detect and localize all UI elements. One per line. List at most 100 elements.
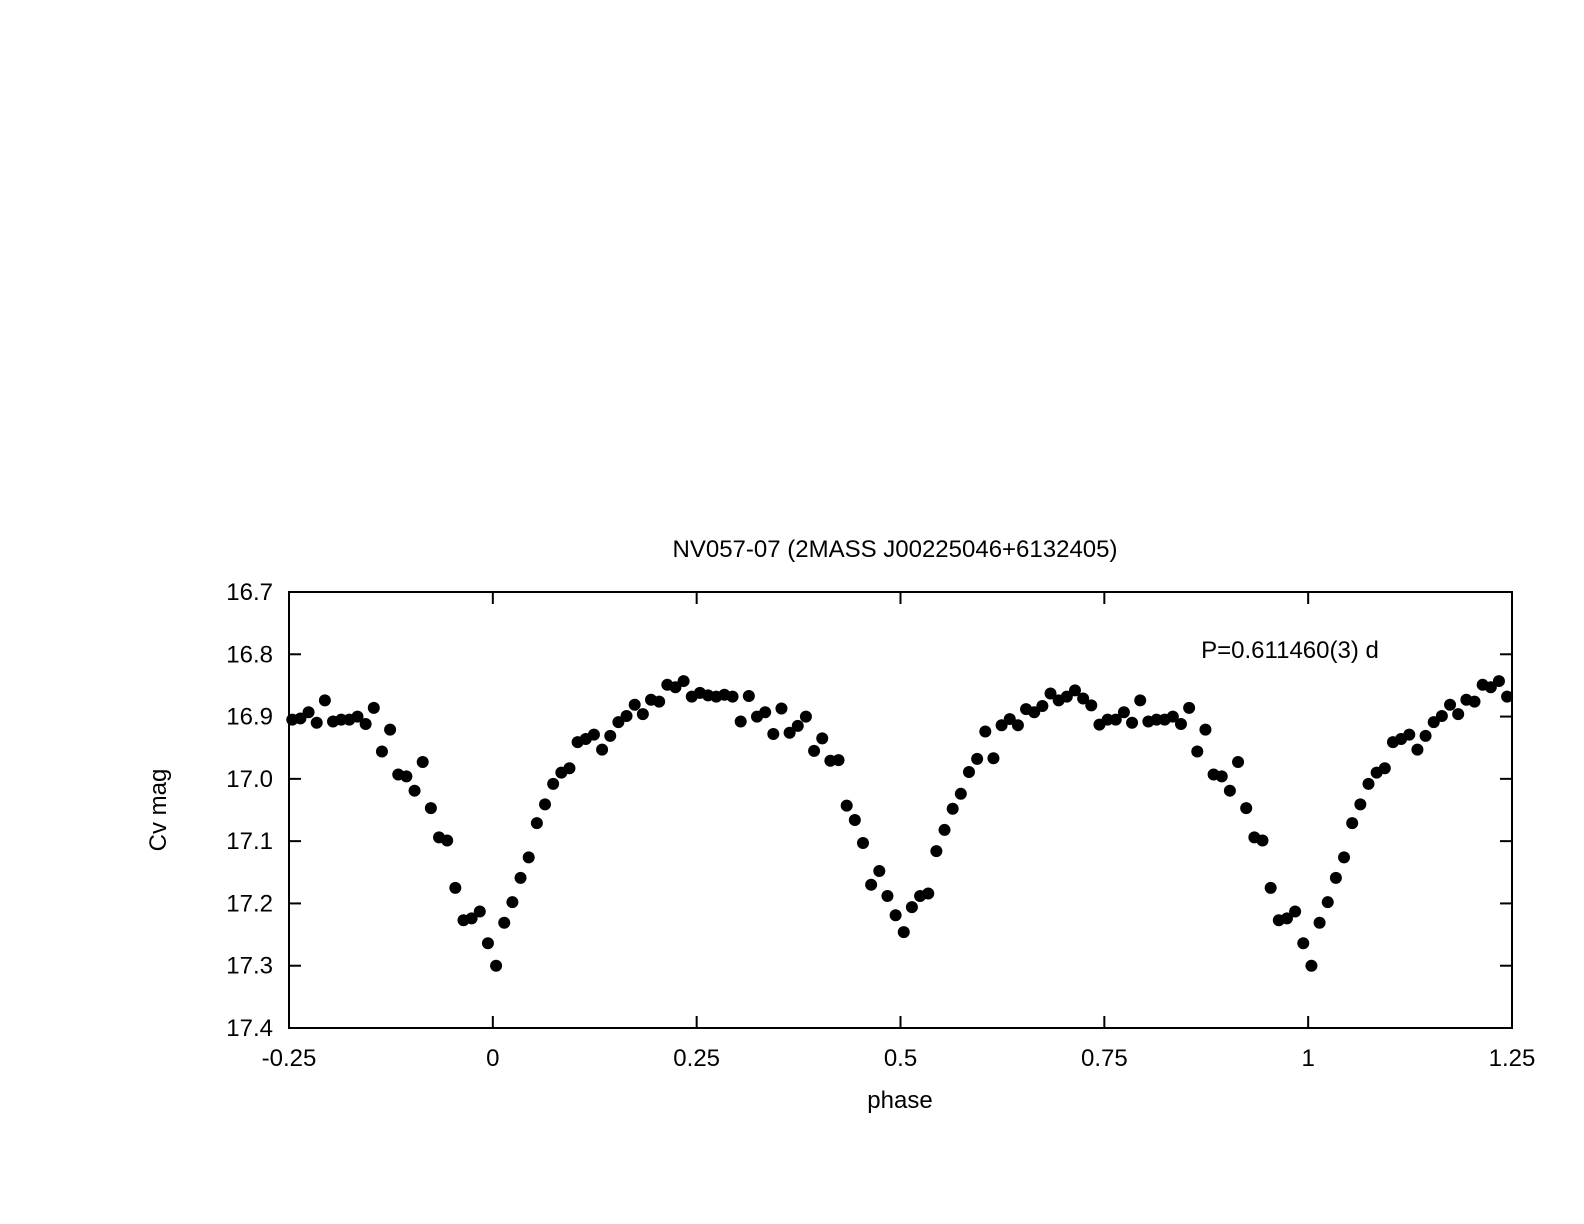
data-point — [367, 701, 380, 714]
data-point — [384, 723, 397, 736]
x-axis-title: phase — [867, 1087, 932, 1114]
data-point — [1435, 709, 1448, 722]
data-point — [1134, 694, 1147, 707]
data-point — [848, 813, 861, 826]
data-point — [1346, 817, 1359, 830]
data-point — [318, 694, 331, 707]
data-point — [653, 695, 666, 708]
y-tick-label: 17.3 — [226, 953, 273, 980]
data-point — [620, 709, 633, 722]
data-point — [465, 912, 478, 925]
data-point — [302, 706, 315, 719]
data-point — [1403, 728, 1416, 741]
data-point — [1011, 719, 1024, 732]
data-point — [1060, 690, 1073, 703]
data-point — [734, 715, 747, 728]
data-point — [1305, 959, 1318, 972]
data-point — [547, 777, 560, 790]
data-point — [840, 799, 853, 812]
data-point — [971, 752, 984, 765]
data-point — [946, 802, 959, 815]
data-point — [1411, 743, 1424, 756]
data-point — [1126, 716, 1139, 729]
x-tick-label: 1.25 — [1489, 1045, 1536, 1072]
data-point — [1117, 706, 1130, 719]
data-point — [1166, 710, 1179, 723]
data-point — [1264, 881, 1277, 894]
data-point — [922, 887, 935, 900]
data-point — [596, 743, 609, 756]
data-point — [408, 784, 421, 797]
x-tick-label: 0.25 — [673, 1045, 720, 1072]
data-point — [1484, 681, 1497, 694]
data-point — [889, 909, 902, 922]
data-point — [563, 762, 576, 775]
data-point — [1329, 871, 1342, 884]
data-point — [1215, 770, 1228, 783]
y-tick-label: 17.2 — [226, 890, 273, 917]
data-point — [1183, 701, 1196, 714]
data-point — [1444, 698, 1457, 711]
data-point — [1028, 706, 1041, 719]
data-point — [759, 706, 772, 719]
y-axis: 16.7 16.8 16.9 17.0 17.1 17.2 17.3 17.4 — [226, 579, 1512, 1042]
x-tick-label: 0 — [486, 1045, 499, 1072]
data-point — [1452, 708, 1465, 721]
data-point — [1297, 937, 1310, 950]
data-point — [791, 719, 804, 732]
data-point — [1354, 798, 1367, 811]
data-point — [1321, 896, 1334, 909]
data-point — [856, 837, 869, 850]
data-point — [1003, 713, 1016, 726]
data-point — [1085, 699, 1098, 712]
data-point — [612, 716, 625, 729]
data-point — [530, 817, 543, 830]
x-tick-label: 1 — [1301, 1045, 1314, 1072]
data-point — [816, 732, 829, 745]
data-point — [441, 834, 454, 847]
data-point — [506, 896, 519, 909]
data-point — [677, 675, 690, 688]
data-point — [775, 702, 788, 715]
data-point — [1240, 802, 1253, 815]
data-point — [1289, 905, 1302, 918]
data-point — [1313, 916, 1326, 929]
data-point — [424, 802, 437, 815]
data-point — [1191, 745, 1204, 758]
data-point — [930, 845, 943, 858]
data-point — [1232, 756, 1245, 769]
data-point — [783, 726, 796, 739]
data-point — [873, 865, 886, 878]
data-point — [1109, 713, 1122, 726]
data-point — [628, 698, 641, 711]
data-point — [1280, 912, 1293, 925]
data-point — [539, 798, 552, 811]
x-tick-label: 0.75 — [1081, 1045, 1128, 1072]
data-point — [1419, 729, 1432, 742]
data-point — [1174, 718, 1187, 731]
y-axis-title: Cv mag — [145, 769, 172, 852]
data-point — [1036, 699, 1049, 712]
data-point — [1362, 777, 1375, 790]
data-point — [808, 744, 821, 757]
y-tick-label: 17.0 — [226, 766, 273, 793]
data-point — [481, 937, 494, 950]
data-point — [490, 959, 503, 972]
y-tick-label: 16.7 — [226, 579, 273, 606]
data-point — [416, 756, 429, 769]
data-point — [514, 871, 527, 884]
data-point — [669, 681, 682, 694]
data-point — [1501, 690, 1514, 703]
data-point — [294, 712, 307, 725]
data-point — [1378, 762, 1391, 775]
data-point — [604, 729, 617, 742]
data-point — [832, 754, 845, 767]
data-point — [979, 725, 992, 738]
data-point — [636, 708, 649, 721]
data-points — [286, 675, 1514, 972]
data-point — [742, 690, 755, 703]
data-point — [905, 901, 918, 914]
data-point — [954, 787, 967, 800]
data-point — [1199, 723, 1212, 736]
